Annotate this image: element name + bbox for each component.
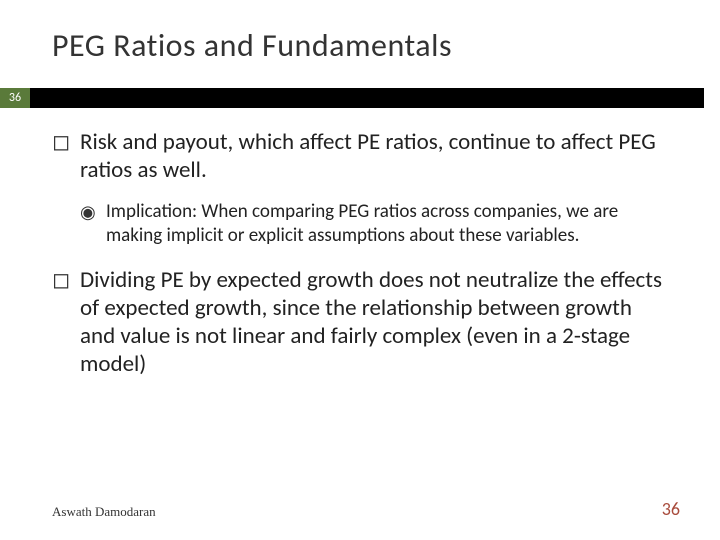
slide-title: PEG Ratios and Fundamentals (52, 26, 680, 65)
content-area: ◻ Risk and payout, which affect PE ratio… (52, 128, 668, 394)
bullet-text: Dividing PE by expected growth does not … (80, 266, 668, 378)
square-bullet-icon: ◻ (52, 128, 80, 184)
footer-page-number: 36 (662, 498, 680, 520)
slide-number-badge: 36 (0, 88, 30, 108)
bullet-level1: ◻ Dividing PE by expected growth does no… (52, 266, 668, 378)
bullet-text: Risk and payout, which affect PE ratios,… (80, 128, 668, 184)
slide: PEG Ratios and Fundamentals 36 ◻ Risk an… (0, 0, 720, 540)
square-bullet-icon: ◻ (52, 266, 80, 378)
divider-stripe (30, 88, 704, 108)
circle-bullet-icon: ◉ (80, 200, 106, 248)
footer-author: Aswath Damodaran (52, 504, 156, 520)
bullet-level1: ◻ Risk and payout, which affect PE ratio… (52, 128, 668, 184)
divider-bar: 36 (0, 88, 720, 108)
sub-bullet-text: Implication: When comparing PEG ratios a… (106, 200, 668, 248)
bullet-level2: ◉ Implication: When comparing PEG ratios… (80, 200, 668, 248)
